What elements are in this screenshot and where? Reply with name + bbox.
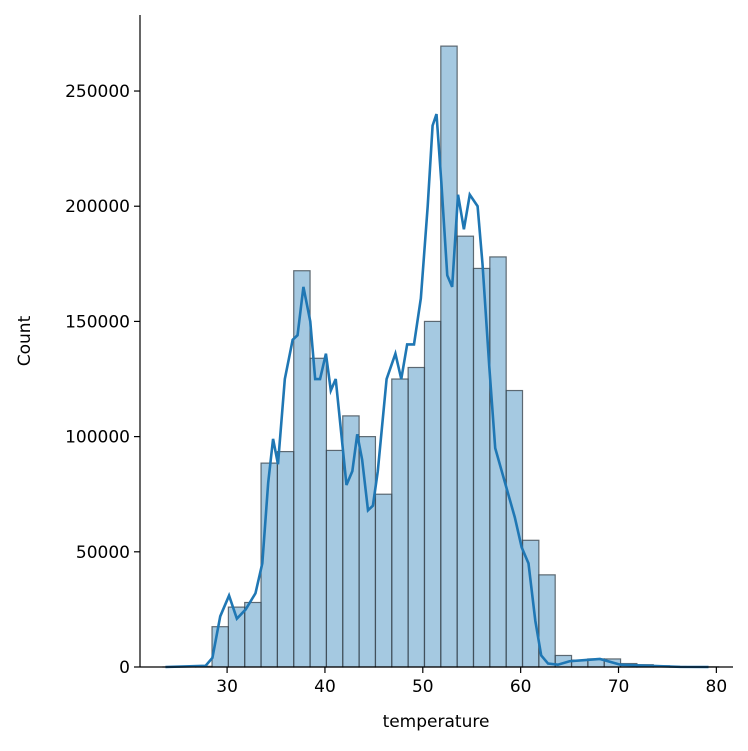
bar xyxy=(392,379,408,667)
bar xyxy=(506,391,522,667)
y-tick-label: 200000 xyxy=(65,197,130,217)
x-tick-label: 60 xyxy=(510,677,532,697)
y-tick-label: 100000 xyxy=(65,428,130,448)
x-tick-label: 30 xyxy=(216,677,238,697)
x-tick-label: 70 xyxy=(608,677,630,697)
bar xyxy=(408,367,424,667)
x-axis-label: temperature xyxy=(383,712,490,732)
x-tick-label: 50 xyxy=(412,677,434,697)
y-tick-label: 50000 xyxy=(76,543,130,563)
bar xyxy=(261,463,277,667)
x-tick-label: 40 xyxy=(314,677,336,697)
bar xyxy=(294,271,310,667)
y-axis-label: Count xyxy=(15,315,35,366)
bar xyxy=(523,540,539,667)
bar xyxy=(457,236,473,667)
y-tick-label: 250000 xyxy=(65,82,130,102)
bar xyxy=(326,450,342,667)
y-tick-label: 0 xyxy=(119,658,130,678)
bar xyxy=(375,494,391,667)
bar xyxy=(245,602,261,667)
y-tick-label: 150000 xyxy=(65,312,130,332)
bar xyxy=(277,452,293,667)
bar xyxy=(424,321,440,667)
bar xyxy=(441,46,457,667)
bar xyxy=(310,358,326,667)
bar xyxy=(359,437,375,667)
bar xyxy=(343,416,359,667)
x-tick-label: 80 xyxy=(706,677,728,697)
